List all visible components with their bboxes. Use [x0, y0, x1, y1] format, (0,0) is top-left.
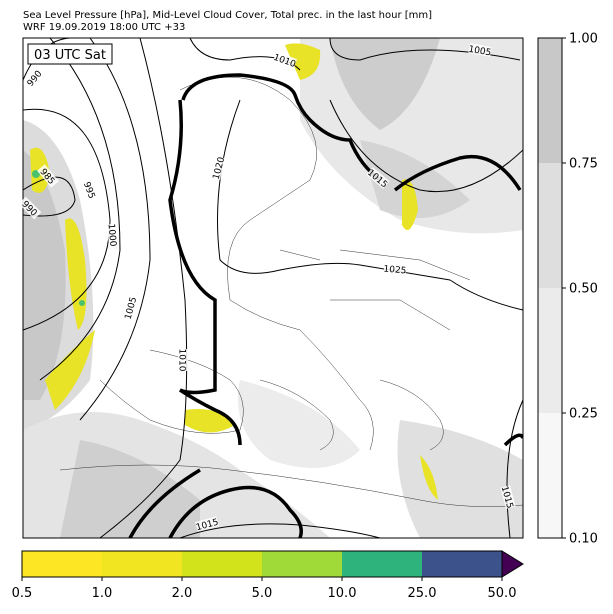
precip-colorbar: 0.5 1.0 2.0 5.0 10.0 25.0 50.0 [12, 550, 524, 601]
colorbar-tick-label: 0.50 [569, 282, 598, 297]
isobar-label-bg [23, 66, 45, 90]
isobar-label-bg [366, 167, 390, 189]
colorbar-tick-label: 25.0 [408, 586, 437, 601]
isobar-label-bg [37, 164, 59, 188]
colorbar-tick-label: 0.10 [569, 532, 598, 547]
isobar-label: 1005 [468, 45, 492, 59]
colorbar-tick-label: 50.0 [488, 586, 517, 601]
isobar-1015 [128, 73, 523, 538]
isobar-label-bg [81, 177, 99, 203]
isobar-label-bg [500, 485, 516, 509]
colorbar-tick-label: 0.25 [569, 407, 598, 422]
colorbar-tick-label: 1.00 [569, 32, 598, 47]
colorbar-segment [538, 288, 562, 413]
isobar-label-bg [178, 349, 188, 371]
title-line: Sea Level Pressure [hPa], Mid-Level Clou… [23, 10, 432, 21]
colorbar-segment [22, 551, 102, 577]
cloud-colorbar: 0.10 0.25 0.50 0.75 1.00 [537, 32, 598, 547]
subtitle-line: WRF 19.09.2019 18:00 UTC +33 [23, 22, 185, 33]
colorbar-tick-label: 0.75 [569, 157, 598, 172]
coastlines [59, 76, 523, 507]
isobar-label: 1000 [106, 223, 118, 247]
colorbar-segment [342, 551, 422, 577]
colorbar-segment [102, 551, 182, 577]
colorbar-segment [262, 551, 342, 577]
colorbar-segment [422, 551, 502, 577]
isobar-label-bg [122, 296, 138, 320]
isobar-label: 1010 [177, 349, 187, 372]
colorbar-segment [538, 163, 562, 288]
isobar-label-bg [195, 516, 219, 532]
colorbar-tick-label: 2.0 [172, 586, 193, 601]
isobar-label-bg [272, 51, 298, 69]
time-label: 03 UTC Sat [34, 48, 106, 63]
isobar-label-bg [18, 196, 42, 220]
isobar-label-bg [468, 43, 492, 57]
colorbar-segment [538, 413, 562, 538]
isobar-label-bg [107, 223, 119, 247]
isobar-label: 1025 [383, 265, 407, 277]
isobar-label-bg [383, 263, 407, 275]
colorbar-segment [182, 551, 262, 577]
isobar-label-bg [210, 156, 226, 180]
colorbar-tick-label: 10.0 [328, 586, 357, 601]
colorbar-tick-label: 1.0 [92, 586, 113, 601]
time-box [27, 43, 113, 65]
colorbar-segment [538, 38, 562, 163]
map-frame [22, 37, 524, 539]
colorbar-tick-label: 0.5 [12, 586, 33, 601]
colorbar-extend [501, 550, 524, 578]
colorbar-tick-label: 5.0 [252, 586, 273, 601]
